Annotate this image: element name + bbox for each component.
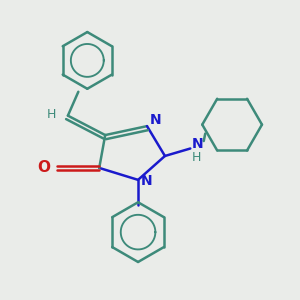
Text: H: H bbox=[46, 108, 56, 121]
Text: N: N bbox=[150, 112, 162, 127]
Text: N: N bbox=[192, 137, 203, 151]
Text: N: N bbox=[141, 174, 153, 188]
Text: H: H bbox=[192, 151, 201, 164]
Text: O: O bbox=[37, 160, 50, 175]
